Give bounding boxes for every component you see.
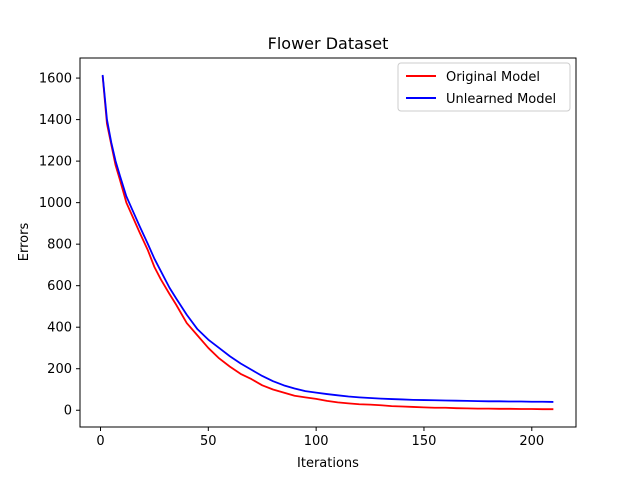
- series-line-unlearned-model: [101, 74, 554, 403]
- y-axis: 0 200 400 600 800 1000 1200 1400 1600: [39, 72, 80, 419]
- y-axis-label: Errors: [17, 223, 32, 262]
- series-line-original-model: [101, 75, 554, 411]
- y-tick-label: 1400: [39, 113, 72, 128]
- y-tick-label: 800: [47, 238, 72, 253]
- x-tick-label: 50: [200, 434, 217, 449]
- x-tick-label: 0: [96, 434, 104, 449]
- x-tick-label: 100: [304, 434, 329, 449]
- legend-label-original-model: Original Model: [446, 70, 540, 85]
- y-tick-label: 200: [47, 362, 72, 377]
- x-axis-label: Iterations: [297, 456, 359, 471]
- legend-label-unlearned-model: Unlearned Model: [446, 92, 556, 107]
- chart-title: Flower Dataset: [268, 34, 389, 53]
- axes-frame: [79, 57, 577, 428]
- x-tick-label: 150: [412, 434, 437, 449]
- x-axis: 0 50 100 150 200: [96, 427, 544, 449]
- legend: Original Model Unlearned Model: [397, 62, 571, 112]
- legend-box: [397, 62, 571, 112]
- y-tick-label: 400: [47, 321, 72, 336]
- y-tick-label: 0: [64, 404, 72, 419]
- y-tick-label: 1600: [39, 72, 72, 87]
- plot-area: [101, 74, 554, 411]
- x-tick-label: 200: [519, 434, 544, 449]
- y-tick-label: 1000: [39, 196, 72, 211]
- y-tick-label: 1200: [39, 155, 72, 170]
- y-tick-label: 600: [47, 279, 72, 294]
